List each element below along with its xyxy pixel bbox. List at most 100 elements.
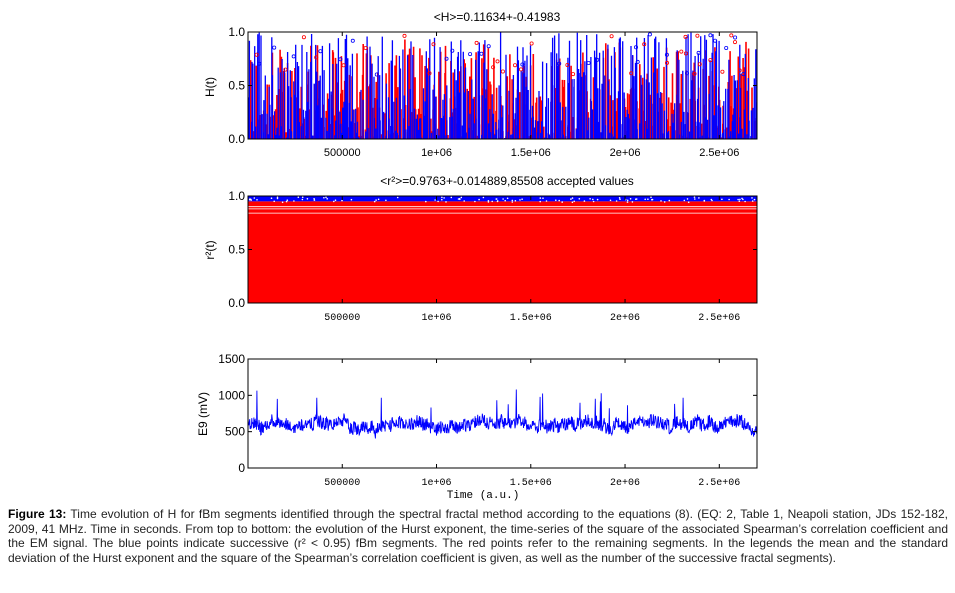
hurst-point xyxy=(729,33,734,38)
e9-marks xyxy=(247,389,758,439)
x-tick-label: 500000 xyxy=(324,478,360,489)
e9-x-ticks: 500000 1e+06 1.5e+06 2e+06 2.5e+06 xyxy=(324,359,740,489)
hurst-point xyxy=(720,69,725,74)
r2-point xyxy=(589,198,591,200)
r2-point xyxy=(463,200,466,202)
hurst-point xyxy=(665,60,670,65)
r2-point xyxy=(458,197,461,200)
r2-point xyxy=(668,199,671,202)
r2-point xyxy=(739,198,741,201)
hurst-point xyxy=(733,35,738,40)
hurst-point xyxy=(629,71,634,76)
r2-point xyxy=(573,200,575,203)
r2-point xyxy=(377,198,380,201)
r2-point xyxy=(450,196,453,199)
r2-point xyxy=(375,199,377,201)
hurst-point xyxy=(519,67,524,72)
r2-point xyxy=(270,197,273,199)
r2-point xyxy=(441,198,443,201)
r2-point xyxy=(626,199,629,202)
e9-series-line xyxy=(247,389,758,439)
caption-text: Time evolution of H for fBm segments ide… xyxy=(8,507,948,565)
r2-y-ticks: 0.0 0.5 1.0 xyxy=(228,189,757,310)
r2-point xyxy=(644,198,646,201)
y-tick-label: 0.5 xyxy=(228,243,245,257)
hurst-point xyxy=(486,44,491,49)
y-tick-label: 1500 xyxy=(218,352,245,366)
hurst-point xyxy=(642,42,647,47)
r2-point xyxy=(592,200,595,203)
r2-point xyxy=(425,200,427,203)
r2-point xyxy=(635,198,637,200)
hurst-point xyxy=(529,41,534,46)
r2-point xyxy=(694,198,696,200)
hurst-point xyxy=(318,49,323,54)
r2-point xyxy=(325,196,327,199)
r2-title: <r²>=0.9763+-0.014889,85508 accepted val… xyxy=(380,174,634,188)
r2-point xyxy=(596,198,599,201)
hurst-point xyxy=(363,46,368,51)
r2-point xyxy=(686,198,689,200)
r2-point xyxy=(253,197,256,199)
hurst-point xyxy=(427,71,432,76)
hurst-point xyxy=(683,34,688,39)
r2-point xyxy=(385,199,387,202)
hurst-point xyxy=(685,71,690,76)
y-tick-label: 500 xyxy=(225,425,245,439)
r2-point xyxy=(741,197,743,200)
hurst-point xyxy=(609,34,614,39)
hurst-point xyxy=(495,59,500,64)
r2-point xyxy=(744,200,746,203)
r2-point xyxy=(737,198,739,201)
e9-ylabel: E9 (mV) xyxy=(196,392,210,436)
r2-point xyxy=(521,198,523,200)
r2-point xyxy=(511,199,514,202)
r2-point xyxy=(504,199,507,202)
r2-point xyxy=(487,200,490,202)
hurst-point xyxy=(301,35,306,40)
r2-point xyxy=(663,201,666,203)
r2-point xyxy=(333,200,335,203)
r2-point xyxy=(751,200,754,202)
hurst-point xyxy=(350,38,355,43)
r2-point xyxy=(618,197,621,199)
x-tick-label: 500000 xyxy=(324,313,360,324)
r2-point xyxy=(738,200,741,202)
figure-canvas: <H>=0.11634+-0.41983 0.0 0.5 1.0 500000 1e+… xyxy=(196,10,758,502)
hurst-point xyxy=(713,38,718,43)
y-tick-label: 1000 xyxy=(218,388,245,402)
r2-point xyxy=(519,199,521,201)
r2-point xyxy=(313,198,315,200)
hurst-panel: <H>=0.11634+-0.41983 0.0 0.5 1.0 500000 1e+… xyxy=(203,10,758,159)
hurst-point xyxy=(737,68,742,73)
r2-point xyxy=(545,200,548,202)
e9-axes-box xyxy=(247,358,758,469)
hurst-point xyxy=(500,69,505,74)
r2-point xyxy=(482,196,485,199)
r2-point xyxy=(478,198,480,201)
r2-point xyxy=(615,200,618,202)
hurst-point xyxy=(565,63,570,68)
hurst-x-ticks: 500000 1e+06 1.5e+06 2e+06 2.5e+06 xyxy=(324,32,739,159)
r2-point xyxy=(334,199,337,201)
r2-point xyxy=(285,200,288,203)
r2-point xyxy=(256,199,258,201)
x-tick-label: 500000 xyxy=(324,147,361,159)
r2-point xyxy=(721,198,723,201)
r2-point xyxy=(570,198,572,200)
r2-series-red xyxy=(248,201,757,303)
hurst-point xyxy=(291,54,296,59)
hurst-point xyxy=(683,51,688,56)
hurst-point xyxy=(257,61,262,66)
hurst-point xyxy=(557,61,562,66)
r2-point xyxy=(698,197,700,199)
hurst-point xyxy=(634,45,639,50)
r2-point xyxy=(687,201,690,204)
x-tick-label: 2.5e+06 xyxy=(698,313,740,324)
r2-point xyxy=(651,198,653,201)
x-tick-label: 1e+06 xyxy=(422,313,452,324)
y-tick-label: 1.0 xyxy=(228,189,245,203)
hurst-point xyxy=(402,33,407,38)
r2-point xyxy=(281,201,284,204)
r2-point xyxy=(443,197,445,199)
